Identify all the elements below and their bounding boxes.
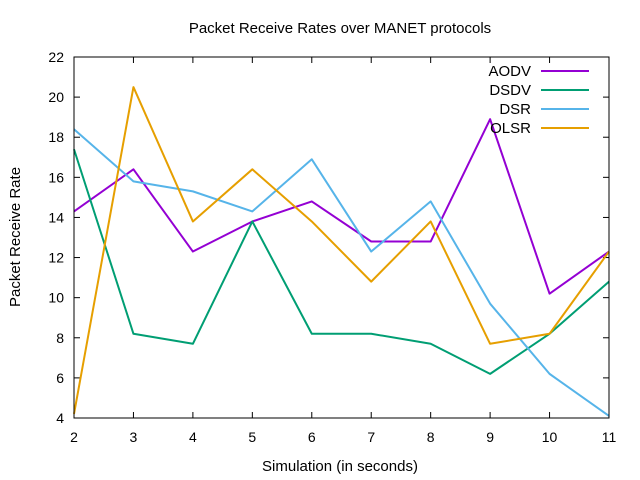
y-tick-label: 8: [56, 330, 64, 346]
x-tick-label: 5: [248, 429, 256, 445]
y-tick-label: 10: [48, 290, 64, 306]
x-tick-label: 9: [486, 429, 494, 445]
x-tick-label: 8: [427, 429, 435, 445]
series-line-dsdv: [73, 148, 610, 375]
legend-label-dsr: DSR: [499, 101, 531, 118]
series-line-olsr: [73, 86, 610, 415]
y-tick-label: 6: [56, 370, 64, 386]
y-tick-label: 16: [48, 169, 64, 185]
series-line-aodv: [73, 118, 610, 295]
x-tick-label: 4: [189, 429, 197, 445]
x-axis-title: Simulation (in seconds): [262, 458, 418, 475]
legend-label-dsdv: DSDV: [489, 82, 531, 99]
series-line-dsr: [73, 128, 610, 417]
x-tick-label: 6: [308, 429, 316, 445]
chart-title: Packet Receive Rates over MANET protocol…: [189, 20, 491, 37]
x-tick-label: 11: [602, 429, 617, 445]
y-tick-label: 18: [48, 129, 64, 145]
plot-frame: [73, 56, 610, 419]
x-tick-label: 3: [130, 429, 138, 445]
legend-label-olsr: OLSR: [490, 120, 531, 137]
x-tick-label: 7: [367, 429, 375, 445]
legend: AODV DSDV DSR OLSR: [488, 63, 589, 137]
y-tick-label: 20: [48, 89, 64, 105]
y-axis-title: Packet Receive Rate: [7, 167, 24, 307]
series-layer: [73, 86, 610, 417]
y-tick-label: 12: [48, 250, 64, 266]
y-tick-label: 22: [48, 49, 64, 65]
x-tick-label: 2: [70, 429, 78, 445]
y-tick-label: 4: [56, 410, 64, 426]
y-tick-label: 14: [48, 209, 64, 225]
x-tick-label: 10: [542, 429, 558, 445]
legend-label-aodv: AODV: [488, 63, 531, 80]
